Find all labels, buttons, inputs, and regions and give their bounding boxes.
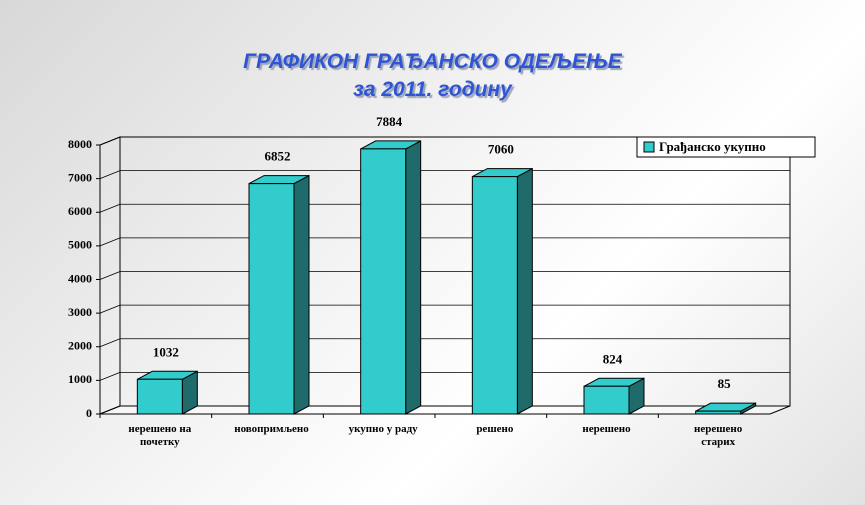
y-tick-label: 5000 (68, 238, 92, 252)
y-tick-label: 4000 (68, 271, 92, 285)
bar-side (517, 169, 532, 414)
y-tick-label: 3000 (68, 305, 92, 319)
bar (361, 141, 421, 414)
value-label: 6852 (265, 149, 291, 164)
grid-line (100, 204, 120, 212)
value-label: 824 (603, 351, 623, 366)
bar-front (696, 411, 741, 414)
grid-line (100, 171, 120, 179)
x-tick-label: нерешено на почетку (120, 423, 200, 449)
page: ГРАФИКОН ГРАЂАНСКО ОДЕЉЕЊЕ за 2011. годи… (0, 0, 865, 505)
bar-front (249, 184, 294, 414)
bar-front (584, 386, 629, 414)
bar (137, 371, 197, 414)
floor (100, 406, 790, 414)
grid-line (100, 372, 120, 380)
legend-label: Грађанско укупно (659, 139, 766, 154)
y-tick-label: 7000 (68, 170, 92, 184)
bar (584, 378, 644, 414)
bar-side (294, 176, 309, 414)
y-tick-label: 8000 (68, 137, 92, 151)
x-tick-label: новопримљено (222, 423, 322, 436)
y-tick-label: 0 (86, 406, 92, 420)
bar-front (137, 379, 182, 414)
grid-line (100, 305, 120, 313)
bar (472, 169, 532, 414)
grid-line (100, 339, 120, 347)
x-tick-label: решено (445, 423, 545, 436)
value-label: 1032 (153, 344, 179, 359)
bar (249, 176, 309, 414)
grid-line (100, 137, 120, 145)
x-tick-label: укупно у раду (333, 423, 433, 436)
bar-front (361, 149, 406, 414)
y-tick-label: 2000 (68, 339, 92, 353)
value-label: 7884 (376, 114, 403, 129)
grid-line (100, 272, 120, 280)
value-label: 85 (718, 376, 732, 391)
y-tick-label: 1000 (68, 372, 92, 386)
bar-side (406, 141, 421, 414)
legend-swatch (644, 142, 654, 152)
x-tick-label: нерешено (557, 423, 657, 436)
y-tick-label: 6000 (68, 204, 92, 218)
bar-front (472, 177, 517, 414)
grid-line (100, 238, 120, 246)
x-tick-label: нерешено старих (678, 423, 758, 449)
value-label: 7060 (488, 142, 514, 157)
